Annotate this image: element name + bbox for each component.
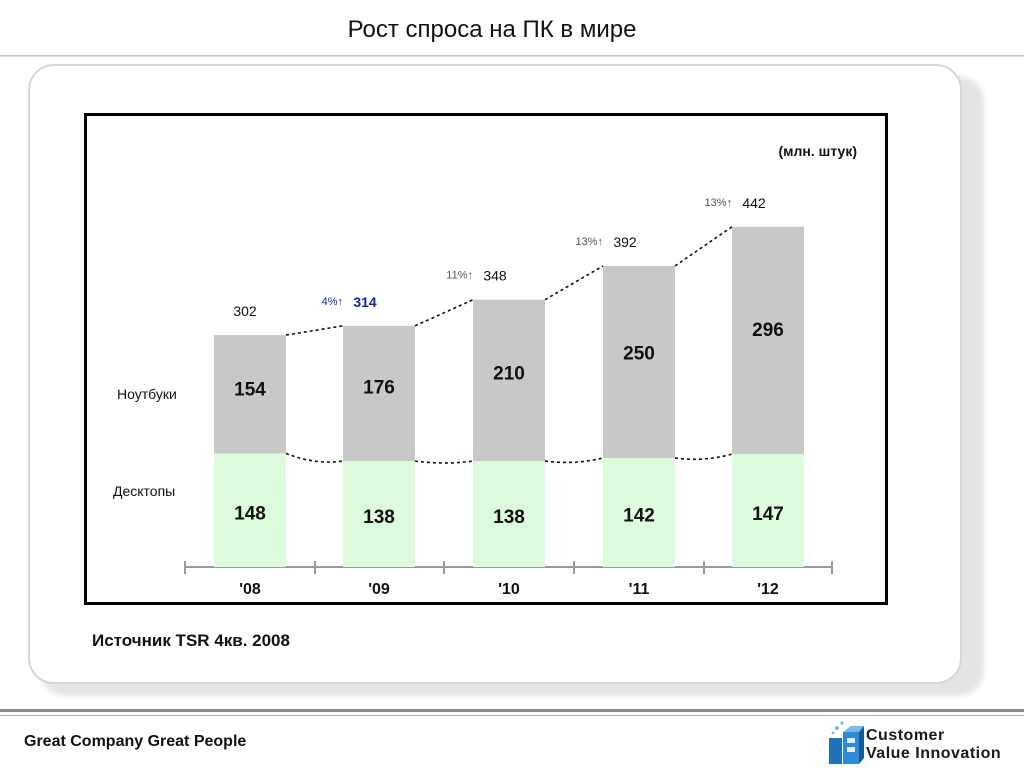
bar-notebooks	[732, 226, 804, 455]
desktops-connector	[414, 460, 474, 464]
growth-label: 13%↑	[704, 197, 732, 209]
data-label-desktops: 142	[623, 506, 655, 527]
total-label: 302	[233, 303, 257, 319]
footer-tagline: Great Company Great People	[24, 733, 247, 750]
growth-label: 13%↑	[575, 236, 603, 248]
growth-label: 11%↑	[446, 270, 473, 282]
total-label: 314	[353, 294, 377, 310]
company-logo: Customer Value Innovation	[826, 720, 1022, 766]
data-label-notebooks: 176	[363, 378, 395, 399]
data-label-desktops: 138	[493, 507, 525, 528]
total-label: 442	[742, 195, 766, 211]
logo-cube-icon	[829, 721, 864, 764]
bar-desktops	[603, 457, 675, 567]
x-tick-label: '08	[239, 581, 261, 598]
legend-notebooks: Ноутбуки	[117, 386, 177, 402]
bar-desktops	[343, 461, 415, 567]
title-divider	[0, 55, 1024, 57]
logo-text-line1: Customer	[866, 727, 945, 744]
growth-label: 4%↑	[322, 296, 343, 308]
bar-notebooks	[473, 299, 545, 462]
x-tick-label: '12	[757, 581, 779, 598]
stacked-bar-chart: 148 154 '08 302 138 176 '09 314 4%↑ 138 210 '10 348 1…	[113, 143, 857, 598]
total-connector	[674, 226, 733, 267]
total-label: 392	[613, 234, 637, 250]
data-label-notebooks: 296	[752, 320, 784, 341]
data-label-desktops: 147	[752, 504, 784, 525]
source-note: Источник TSR 4кв. 2008	[92, 631, 290, 650]
data-label-notebooks: 250	[623, 343, 655, 364]
data-label-notebooks: 154	[234, 379, 266, 400]
data-label-desktops: 148	[234, 503, 266, 524]
data-label-desktops: 138	[363, 507, 395, 528]
footer-divider	[0, 709, 1024, 712]
unit-label: (млн. штук)	[779, 143, 857, 159]
logo-text-line2: Value Innovation	[866, 745, 1002, 762]
desktops-connector	[674, 453, 733, 461]
bar-notebooks	[603, 265, 675, 458]
footer-divider-thin	[0, 715, 1024, 716]
desktops-connector	[544, 457, 604, 464]
bar-desktops	[473, 461, 545, 567]
bar-desktops	[732, 454, 804, 567]
total-connector	[544, 265, 604, 301]
data-label-notebooks: 210	[493, 363, 525, 384]
total-label: 348	[483, 268, 507, 284]
x-tick-label: '09	[368, 581, 390, 598]
chart-frame: 148 154 '08 302 138 176 '09 314 4%↑ 138 210 '10 348 1…	[84, 113, 888, 605]
desktops-connector	[285, 452, 344, 463]
slide-title: Рост спроса на ПК в мире	[347, 16, 637, 43]
bar-notebooks	[343, 325, 415, 462]
legend-desktops: Десктопы	[113, 483, 175, 499]
x-tick-label: '11	[629, 581, 650, 598]
bar-desktops	[214, 453, 286, 567]
x-tick-label: '10	[498, 581, 520, 598]
total-connector	[414, 299, 474, 327]
bar-notebooks	[214, 335, 286, 454]
total-connector	[285, 325, 344, 336]
